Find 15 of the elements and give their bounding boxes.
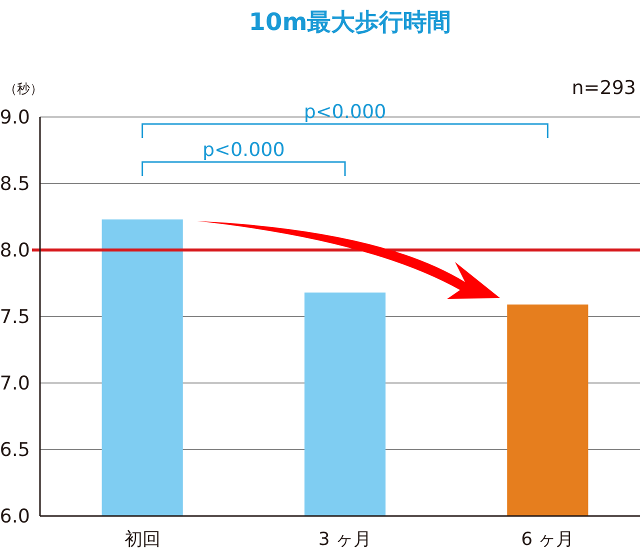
y-axis-title: （秒） bbox=[4, 82, 43, 97]
chart-title: 10m最大歩行時間 bbox=[248, 8, 452, 36]
x-tick-label: 3 ヶ月 bbox=[318, 529, 372, 549]
annotation: p<0.000 bbox=[304, 101, 386, 123]
y-tick-label: 8.5 bbox=[0, 173, 30, 196]
x-tick-label: 6 ヶ月 bbox=[521, 529, 574, 549]
y-tick-label: 6.5 bbox=[0, 439, 30, 462]
y-tick-label: 8.0 bbox=[0, 240, 30, 262]
y-tick-label: 7.5 bbox=[0, 306, 30, 328]
x-tick-label: 初回 bbox=[124, 529, 160, 549]
y-tick-label: 7.0 bbox=[0, 372, 30, 395]
text: n=293 bbox=[572, 77, 636, 99]
y-tick-label: 6.0 bbox=[0, 506, 30, 528]
annotation: p<0.000 bbox=[202, 139, 285, 161]
y-tick-label: 9.0 bbox=[0, 106, 30, 129]
